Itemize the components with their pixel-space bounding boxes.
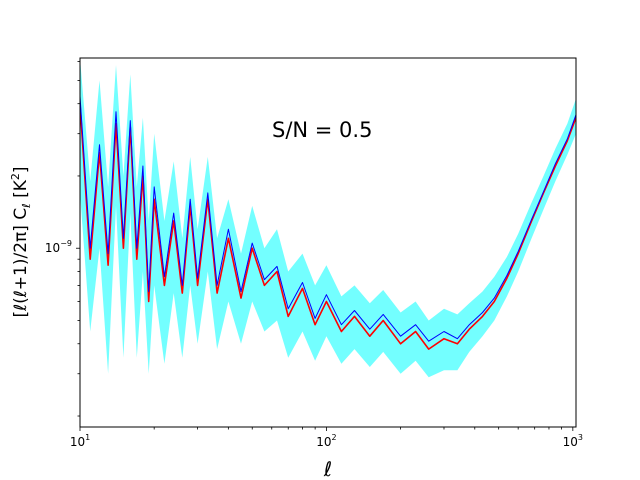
series-layer bbox=[80, 96, 576, 350]
y-axis-label-main: [ℓ(ℓ+1)/2π] C bbox=[11, 208, 31, 318]
y-axis-label-unit: [K bbox=[11, 179, 31, 203]
annotation-label: S/N = 0.5 bbox=[272, 118, 372, 142]
y-tick-label: 10−9 bbox=[45, 239, 72, 255]
plot-frame bbox=[79, 57, 577, 428]
series-line-red bbox=[80, 103, 576, 350]
x-tick-label: 101 bbox=[70, 433, 90, 449]
noise-band bbox=[80, 58, 576, 378]
y-axis-label-sub: ℓ bbox=[20, 203, 33, 209]
x-tick-label: 102 bbox=[316, 433, 336, 449]
x-axis-label: ℓ bbox=[323, 457, 332, 480]
x-tick-label: 103 bbox=[563, 433, 583, 449]
series-line-blue bbox=[80, 96, 576, 342]
y-axis-label: [ℓ(ℓ+1)/2π] Cℓ [K2] bbox=[9, 166, 33, 317]
y-axis-label-unit-sup: 2 bbox=[9, 173, 22, 180]
ticks-layer: 101 102 103 10−9 bbox=[45, 61, 583, 449]
noise-band-layer bbox=[80, 58, 576, 378]
y-axis-label-unit-close: ] bbox=[11, 166, 31, 173]
